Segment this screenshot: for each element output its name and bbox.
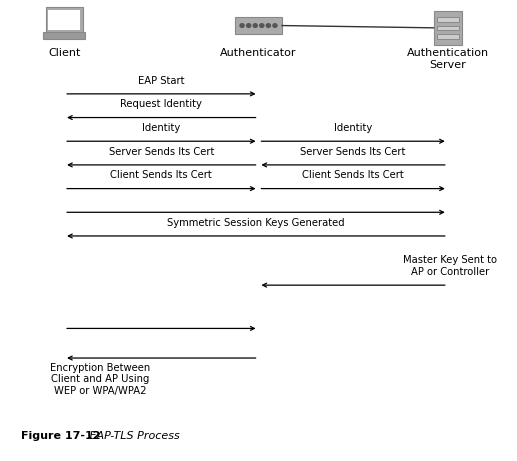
Circle shape: [260, 24, 264, 27]
FancyBboxPatch shape: [45, 7, 83, 32]
Text: Identity: Identity: [334, 123, 372, 133]
Circle shape: [240, 24, 244, 27]
FancyBboxPatch shape: [434, 11, 462, 45]
Text: Figure 17-12: Figure 17-12: [21, 431, 100, 441]
Circle shape: [266, 24, 270, 27]
FancyBboxPatch shape: [235, 17, 282, 34]
Text: EAP Start: EAP Start: [138, 76, 185, 86]
FancyBboxPatch shape: [43, 32, 85, 39]
Text: Authentication
Server: Authentication Server: [407, 48, 489, 70]
Text: Symmetric Session Keys Generated: Symmetric Session Keys Generated: [167, 218, 345, 228]
FancyBboxPatch shape: [437, 25, 459, 30]
FancyBboxPatch shape: [437, 17, 459, 22]
Text: Client Sends Its Cert: Client Sends Its Cert: [111, 171, 212, 180]
Text: Request Identity: Request Identity: [120, 100, 202, 109]
Circle shape: [247, 24, 251, 27]
Text: Server Sends Its Cert: Server Sends Its Cert: [109, 147, 214, 157]
Circle shape: [253, 24, 257, 27]
Text: Server Sends Its Cert: Server Sends Its Cert: [300, 147, 406, 157]
Text: EAP-TLS Process: EAP-TLS Process: [80, 431, 180, 441]
FancyBboxPatch shape: [48, 10, 80, 30]
Text: Authenticator: Authenticator: [220, 48, 297, 59]
Text: Encryption Between
Client and AP Using
WEP or WPA/WPA2: Encryption Between Client and AP Using W…: [50, 363, 150, 396]
Text: Client: Client: [48, 48, 80, 59]
Text: Client Sends Its Cert: Client Sends Its Cert: [302, 171, 404, 180]
FancyBboxPatch shape: [437, 34, 459, 39]
Text: Identity: Identity: [142, 123, 180, 133]
Text: Master Key Sent to
AP or Controller: Master Key Sent to AP or Controller: [403, 255, 497, 277]
Circle shape: [273, 24, 277, 27]
